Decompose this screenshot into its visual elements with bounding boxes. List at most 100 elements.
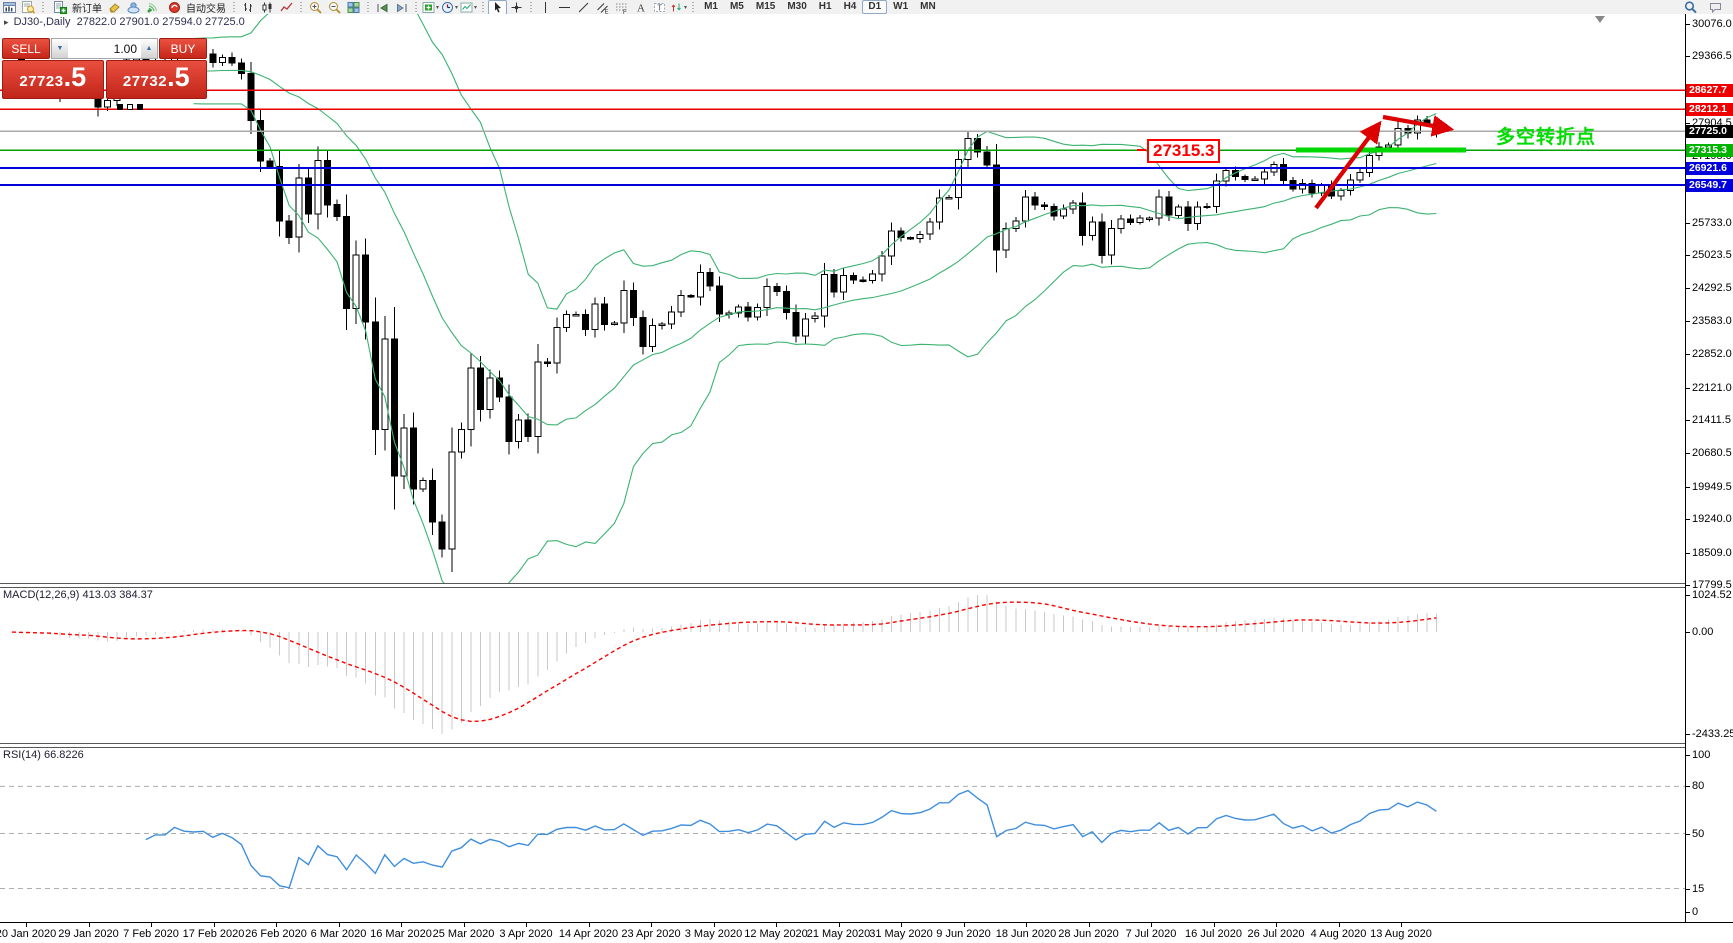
volume-input[interactable] xyxy=(68,39,141,58)
date-tick xyxy=(463,923,465,927)
buy-price-dec: .5 xyxy=(167,62,190,92)
price-axis[interactable]: 30076.029366.527904.527195.025733.025023… xyxy=(1685,14,1733,922)
price-tick-label: 25733.0 xyxy=(1692,216,1732,229)
periods-icon[interactable]: ▾ xyxy=(440,0,459,15)
line-drag-handle[interactable] xyxy=(117,104,123,110)
axis-tick xyxy=(1686,288,1690,290)
toolbar-separator xyxy=(692,1,695,13)
new-order-button-label: 新订单 xyxy=(72,3,102,15)
line-drag-handle[interactable] xyxy=(127,104,133,110)
volume-increase-button[interactable]: ▲ xyxy=(141,39,157,58)
zoom-in-icon[interactable] xyxy=(306,0,325,15)
sell-price-int: 27723 xyxy=(19,73,64,90)
date-tick xyxy=(276,923,277,927)
price-annotation-box[interactable]: 27315.3 xyxy=(1147,139,1221,163)
toolbar-separator xyxy=(367,1,369,13)
indicators-icon[interactable]: ▾ xyxy=(421,0,440,15)
market-watch-icon[interactable] xyxy=(19,0,38,15)
macd-axis-label: 0.00 xyxy=(1692,626,1714,639)
price-level-badge: 27725.0 xyxy=(1686,124,1733,138)
axis-tick xyxy=(1686,632,1690,634)
price-tick-label: 17799.5 xyxy=(1692,579,1732,591)
timeframe-m5[interactable]: M5 xyxy=(729,1,744,12)
chart-shift-marker[interactable] xyxy=(1595,16,1605,23)
equidistant-channel-icon[interactable]: E xyxy=(593,0,612,15)
volume-decrease-button[interactable]: ▼ xyxy=(52,39,68,58)
axis-tick xyxy=(1686,833,1690,835)
auto-scroll-icon[interactable] xyxy=(373,0,392,15)
price-tick-label: 23583.0 xyxy=(1692,314,1732,327)
axis-tick xyxy=(1686,552,1690,554)
sell-button[interactable]: SELL xyxy=(2,38,50,59)
text-label-icon[interactable]: T xyxy=(650,0,669,15)
trend-arrows[interactable] xyxy=(1314,114,1455,210)
signal-icon[interactable] xyxy=(143,0,162,15)
rsi-axis-label: 0 xyxy=(1692,906,1699,918)
sell-price-dec: .5 xyxy=(63,62,87,92)
fibonacci-icon[interactable]: F xyxy=(612,0,631,15)
terminal-icon[interactable] xyxy=(124,0,143,15)
buy-button[interactable]: BUY xyxy=(159,38,207,59)
arrows-icon[interactable]: ▾ xyxy=(669,0,688,15)
date-label: 13 Aug 2020 xyxy=(1370,928,1432,940)
line-drag-handle[interactable] xyxy=(137,104,143,110)
price-level-badge: 26549.7 xyxy=(1686,178,1733,192)
axis-tick xyxy=(1686,24,1690,25)
horizontal-line-icon[interactable] xyxy=(555,0,574,15)
date-label: 4 Aug 2020 xyxy=(1310,928,1367,940)
chart-window-icon[interactable] xyxy=(0,0,19,15)
date-label: 14 Apr 2020 xyxy=(558,928,619,940)
price-tick-label: 21411.5 xyxy=(1692,413,1731,426)
new-order-icon xyxy=(51,0,70,15)
timeframe-m1[interactable]: M1 xyxy=(704,1,718,12)
support-zone-line[interactable] xyxy=(1296,147,1466,153)
tile-windows-icon[interactable] xyxy=(344,0,363,15)
pane-separator[interactable] xyxy=(0,743,1733,748)
cursor-icon[interactable] xyxy=(488,0,508,15)
chart-shift-icon[interactable] xyxy=(392,0,411,15)
templates-icon[interactable]: ▾ xyxy=(459,0,478,15)
svg-text:T: T xyxy=(657,3,662,12)
date-label: 21 May 2020 xyxy=(806,928,871,940)
crosshair-icon[interactable] xyxy=(507,0,526,15)
buy-price-int: 27732 xyxy=(122,73,168,90)
timeframe-d1[interactable]: D1 xyxy=(862,0,888,14)
date-tick xyxy=(901,923,902,927)
axis-tick xyxy=(1686,254,1690,256)
pane-separator[interactable] xyxy=(0,583,1733,588)
vertical-line-icon[interactable] xyxy=(536,0,555,15)
date-label: 28 Jun 2020 xyxy=(1058,928,1119,940)
date-tick xyxy=(1213,923,1215,927)
text-icon[interactable]: A xyxy=(631,0,650,15)
rsi-axis-label: 50 xyxy=(1692,827,1705,840)
new-order-button[interactable]: 新订单 xyxy=(48,0,105,15)
timeframe-w1[interactable]: W1 xyxy=(893,1,909,12)
macd-pane xyxy=(0,586,1685,743)
timeframe-mn[interactable]: MN xyxy=(920,1,936,12)
chat-icon[interactable] xyxy=(1706,0,1725,15)
date-tick xyxy=(651,923,652,927)
axis-tick xyxy=(1686,519,1690,521)
zoom-out-icon[interactable] xyxy=(325,0,344,15)
candlestick-chart-icon[interactable] xyxy=(258,0,277,15)
sell-price-display[interactable]: 27723 .5 xyxy=(2,60,104,99)
auto-trading-button[interactable]: 自动交易 xyxy=(162,1,229,15)
turning-point-label[interactable]: 多空转折点 xyxy=(1496,127,1597,148)
date-tick xyxy=(588,923,590,927)
date-label: 17 Feb 2020 xyxy=(182,928,245,940)
timeframe-h1[interactable]: H1 xyxy=(818,1,832,12)
macd-axis-label: 1024.52 xyxy=(1692,589,1732,601)
search-icon[interactable] xyxy=(1681,0,1700,15)
date-label: 29 Jan 2020 xyxy=(58,928,119,940)
date-axis[interactable]: 20 Jan 2020 29 Jan 2020 7 Feb 2020 17 Feb 2… xyxy=(0,922,1733,943)
line-chart-icon[interactable] xyxy=(277,0,296,15)
timeframe-m15[interactable]: M15 xyxy=(755,1,776,12)
buy-price-display[interactable]: 27732 .5 xyxy=(105,60,207,99)
price-tick-label: 22121.0 xyxy=(1692,381,1732,394)
timeframe-m30[interactable]: M30 xyxy=(787,1,807,12)
timeframe-h4[interactable]: H4 xyxy=(843,1,857,12)
eraser-icon[interactable] xyxy=(105,0,124,15)
bar-chart-icon[interactable] xyxy=(239,0,258,15)
trendline-icon[interactable] xyxy=(574,0,593,15)
macd-axis-label: -2433.25 xyxy=(1692,728,1733,740)
